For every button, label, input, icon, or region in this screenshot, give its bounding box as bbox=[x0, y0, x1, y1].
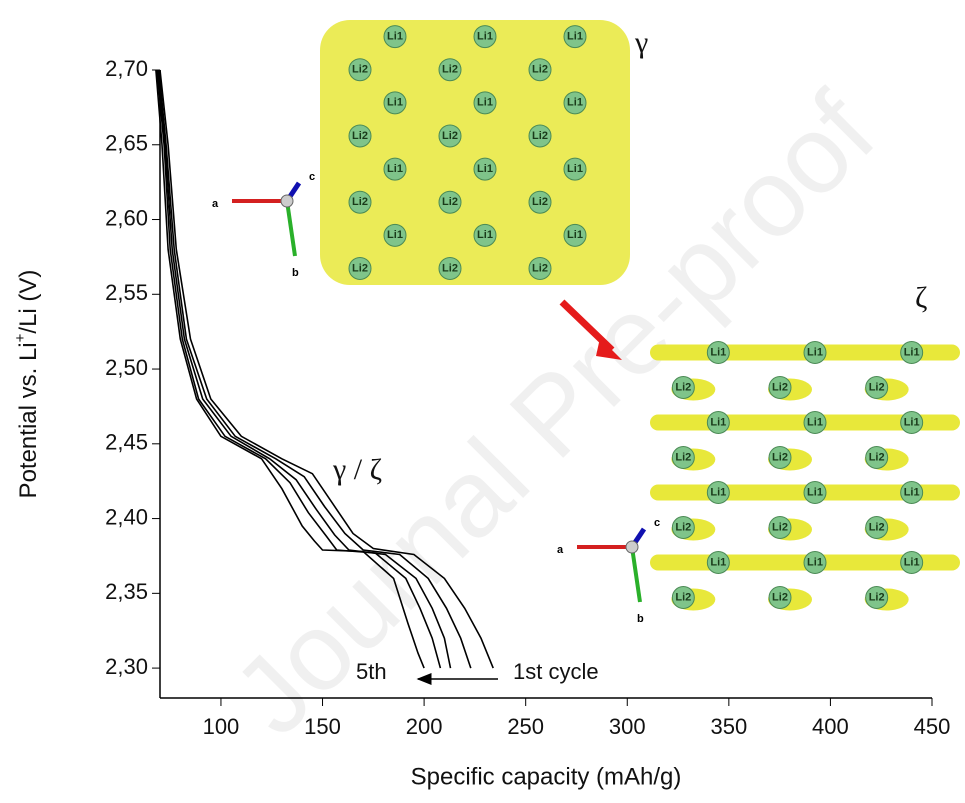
li-label: Li1 bbox=[904, 556, 920, 568]
axis-b bbox=[632, 547, 640, 602]
li-label: Li2 bbox=[442, 130, 458, 142]
axis-letter: b bbox=[292, 267, 299, 279]
li-label: Li1 bbox=[904, 486, 920, 498]
y-tick-label: 2,45 bbox=[105, 430, 148, 455]
li-label: Li1 bbox=[807, 416, 823, 428]
li-label: Li2 bbox=[772, 451, 788, 463]
li-label: Li1 bbox=[710, 486, 726, 498]
li-label: Li2 bbox=[772, 381, 788, 393]
li-label: Li2 bbox=[442, 262, 458, 274]
li-label: Li1 bbox=[387, 30, 403, 42]
axis-letter: a bbox=[212, 198, 219, 210]
li-label: Li2 bbox=[532, 196, 548, 208]
y-axis-label-part: + bbox=[12, 333, 29, 342]
x-tick-label: 300 bbox=[609, 714, 646, 739]
li-label: Li1 bbox=[710, 346, 726, 358]
y-tick-label: 2,50 bbox=[105, 355, 148, 380]
figure: Journal Pre-proof γ Li1Li1Li1Li2Li2Li2Li… bbox=[0, 0, 965, 798]
li-label: Li1 bbox=[387, 163, 403, 175]
li-label: Li1 bbox=[387, 229, 403, 241]
li-label: Li2 bbox=[532, 262, 548, 274]
li-label: Li2 bbox=[532, 64, 548, 76]
li-label: Li2 bbox=[352, 196, 368, 208]
li-label: Li1 bbox=[477, 229, 493, 241]
y-axis-label-part: Potential vs. Li bbox=[15, 342, 42, 498]
li-label: Li2 bbox=[772, 521, 788, 533]
li-label: Li1 bbox=[567, 163, 583, 175]
li-label: Li2 bbox=[675, 381, 691, 393]
li-label: Li2 bbox=[869, 381, 885, 393]
li-label: Li2 bbox=[869, 521, 885, 533]
x-tick-label: 350 bbox=[710, 714, 747, 739]
phase-symbol: γ bbox=[634, 26, 648, 59]
li-label: Li1 bbox=[477, 97, 493, 109]
li-label: Li2 bbox=[675, 451, 691, 463]
li-label: Li2 bbox=[675, 521, 691, 533]
li-label: Li1 bbox=[807, 346, 823, 358]
y-axis-label: Potential vs. Li+/Li (V) bbox=[12, 270, 42, 499]
li-label: Li1 bbox=[710, 416, 726, 428]
li-label: Li1 bbox=[904, 416, 920, 428]
li-label: Li2 bbox=[675, 591, 691, 603]
li-label: Li2 bbox=[869, 591, 885, 603]
axis-letter: c bbox=[309, 171, 315, 183]
li-label: Li1 bbox=[567, 229, 583, 241]
y-axis-label-part: /Li (V) bbox=[15, 270, 42, 334]
li-label: Li1 bbox=[710, 556, 726, 568]
li-label: Li1 bbox=[807, 486, 823, 498]
cycle-annotation: 5th bbox=[356, 659, 387, 684]
x-tick-label: 150 bbox=[304, 714, 341, 739]
li-label: Li1 bbox=[387, 97, 403, 109]
cycle-annotation: 1st cycle bbox=[513, 659, 599, 684]
li-label: Li2 bbox=[869, 451, 885, 463]
x-axis-label: Specific capacity (mAh/g) bbox=[411, 763, 682, 790]
x-tick-label: 450 bbox=[914, 714, 951, 739]
axis-letter: a bbox=[557, 544, 564, 556]
axis-b bbox=[287, 201, 295, 256]
li-label: Li1 bbox=[807, 556, 823, 568]
li-label: Li2 bbox=[352, 64, 368, 76]
li-label: Li2 bbox=[442, 196, 458, 208]
li-label: Li1 bbox=[477, 163, 493, 175]
gamma-inset: γ Li1 Li1 Li1 Li2 Li2 Li2 Li1 Li1 Li1 Li2 Li2 Li2 Li… bbox=[320, 20, 648, 285]
x-tick-label: 250 bbox=[507, 714, 544, 739]
y-tick-label: 2,65 bbox=[105, 131, 148, 156]
li-label: Li2 bbox=[352, 130, 368, 142]
axis-letter: b bbox=[637, 613, 644, 625]
li-label: Li2 bbox=[772, 591, 788, 603]
li-label: Li2 bbox=[532, 130, 548, 142]
li-label: Li2 bbox=[352, 262, 368, 274]
y-tick-label: 2,30 bbox=[105, 654, 148, 679]
axis-letter: c bbox=[654, 517, 660, 529]
y-tick-label: 2,35 bbox=[105, 579, 148, 604]
axis-origin bbox=[626, 541, 638, 553]
li-label: Li1 bbox=[477, 30, 493, 42]
y-tick-label: 2,60 bbox=[105, 205, 148, 230]
li-label: Li1 bbox=[567, 30, 583, 42]
y-tick-label: 2,55 bbox=[105, 280, 148, 305]
li-label: Li1 bbox=[904, 346, 920, 358]
li-label: Li2 bbox=[442, 64, 458, 76]
x-tick-label: 400 bbox=[812, 714, 849, 739]
phase-symbol: ζ bbox=[915, 281, 927, 314]
y-tick-label: 2,70 bbox=[105, 56, 148, 81]
x-tick-label: 200 bbox=[406, 714, 443, 739]
phase-annotation: γ / ζ bbox=[332, 453, 382, 486]
x-tick-label: 100 bbox=[203, 714, 240, 739]
isosurface bbox=[320, 20, 630, 285]
axis-origin bbox=[281, 195, 293, 207]
li-label: Li1 bbox=[567, 97, 583, 109]
y-tick-label: 2,40 bbox=[105, 504, 148, 529]
